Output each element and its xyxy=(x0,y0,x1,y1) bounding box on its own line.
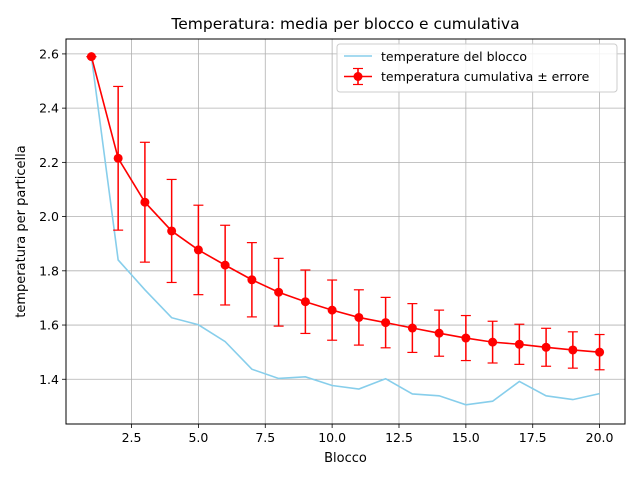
series-line-block xyxy=(90,56,600,406)
x-tick-label: 7.5 xyxy=(255,430,275,445)
series-line-cumulative xyxy=(90,56,600,353)
y-tick-label: 1.4 xyxy=(39,372,59,387)
x-tick-label: 12.5 xyxy=(385,430,413,445)
data-point xyxy=(274,287,284,297)
x-tick-label: 2.5 xyxy=(122,430,142,445)
data-point xyxy=(167,226,177,236)
data-point xyxy=(568,345,578,355)
data-point xyxy=(220,260,230,270)
y-tick-label: 1.8 xyxy=(39,263,59,278)
x-tick-label: 10.0 xyxy=(318,430,346,445)
plot-frame xyxy=(65,38,626,425)
data-point xyxy=(354,312,364,322)
x-tick-label: 20.0 xyxy=(586,430,614,445)
y-tick-label: 1.6 xyxy=(39,318,59,333)
x-tick-label: 17.5 xyxy=(519,430,547,445)
series-layer xyxy=(86,52,605,406)
data-point xyxy=(461,333,471,343)
legend: temperature del blocco temperatura cumul… xyxy=(336,43,618,93)
y-tick-label: 2.4 xyxy=(39,101,59,116)
data-point xyxy=(514,339,524,349)
y-tick-label: 2.6 xyxy=(39,46,59,61)
legend-box xyxy=(336,43,618,93)
data-point xyxy=(140,197,150,207)
legend-label-block: temperature del blocco xyxy=(381,49,527,64)
data-point xyxy=(300,297,310,307)
data-point xyxy=(407,323,417,333)
data-point xyxy=(434,328,444,338)
data-point xyxy=(541,342,551,352)
y-axis: 1.4 1.6 1.8 2.0 2.2 2.4 2.6 xyxy=(39,46,66,387)
data-point xyxy=(381,318,391,328)
x-axis-label: Blocco xyxy=(324,451,367,466)
chart-title: Temperatura: media per blocco e cumulati… xyxy=(170,15,519,33)
data-point xyxy=(595,347,605,357)
y-tick-label: 2.2 xyxy=(39,155,59,170)
y-axis-label: temperatura per particella xyxy=(14,145,29,317)
data-point xyxy=(247,275,257,285)
data-point xyxy=(327,305,337,315)
x-tick-label: 15.0 xyxy=(452,430,480,445)
data-point xyxy=(86,52,96,62)
data-point xyxy=(113,153,123,163)
data-point xyxy=(488,337,498,347)
legend-label-cumulative: temperatura cumulativa ± errore xyxy=(381,69,590,84)
x-tick-label: 5.0 xyxy=(188,430,208,445)
y-tick-label: 2.0 xyxy=(39,209,59,224)
legend-swatch-marker xyxy=(353,72,363,81)
x-axis: 2.5 5.0 7.5 10.0 12.5 15.0 17.5 20.0 xyxy=(122,424,614,445)
data-point xyxy=(193,245,203,255)
